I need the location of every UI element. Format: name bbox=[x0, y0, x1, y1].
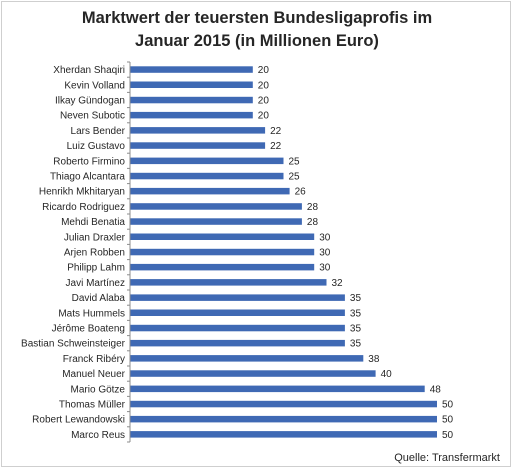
bar bbox=[130, 218, 302, 225]
category-label: Marco Reus bbox=[71, 430, 125, 441]
category-label: Julian Draxler bbox=[64, 232, 126, 243]
data-label: 30 bbox=[319, 263, 331, 274]
bar bbox=[130, 248, 315, 256]
category-label: Javi Martínez bbox=[66, 278, 125, 289]
bar bbox=[130, 172, 284, 180]
category-label: Bastian Schweinsteiger bbox=[21, 339, 126, 350]
bar bbox=[130, 157, 284, 165]
category-label: Lars Bender bbox=[71, 126, 126, 137]
chart-title-line-1: Marktwert der teuersten Bundesligaprofis… bbox=[81, 9, 433, 27]
bar bbox=[130, 294, 345, 301]
bar bbox=[130, 279, 327, 286]
bar bbox=[130, 355, 364, 362]
bar bbox=[130, 385, 425, 393]
category-label: Franck Ribéry bbox=[63, 354, 125, 365]
data-label: 30 bbox=[319, 232, 331, 243]
data-label: 35 bbox=[350, 308, 362, 319]
bar bbox=[130, 431, 437, 438]
bar bbox=[130, 263, 315, 271]
bar bbox=[130, 233, 315, 240]
data-label: 48 bbox=[430, 384, 442, 395]
category-label: Thomas Müller bbox=[59, 400, 126, 411]
category-label: Kevin Volland bbox=[64, 80, 125, 91]
data-label: 40 bbox=[381, 369, 393, 380]
category-label: Luiz Gustavo bbox=[67, 141, 126, 152]
bar bbox=[130, 203, 302, 210]
data-label: 20 bbox=[258, 96, 270, 107]
data-label: 30 bbox=[319, 248, 331, 259]
bar bbox=[130, 81, 253, 88]
data-label: 25 bbox=[289, 172, 301, 183]
data-label: 35 bbox=[350, 293, 362, 304]
data-label: 25 bbox=[289, 156, 301, 167]
source-note: Quelle: Transfermarkt bbox=[394, 452, 500, 464]
data-label: 28 bbox=[307, 202, 319, 213]
bar bbox=[130, 415, 437, 423]
data-label: 22 bbox=[270, 126, 282, 137]
bar bbox=[130, 309, 345, 316]
category-label: Henrikh Mkhitaryan bbox=[39, 187, 125, 198]
category-label: Xherdan Shaqiri bbox=[53, 65, 125, 76]
data-label: 50 bbox=[442, 415, 454, 426]
data-label: 20 bbox=[258, 111, 270, 122]
bar bbox=[130, 400, 437, 408]
chart-title: Marktwert der teuersten Bundesligaprofis… bbox=[0, 7, 514, 53]
data-label: 28 bbox=[307, 217, 319, 228]
data-label: 35 bbox=[350, 339, 362, 350]
bar bbox=[130, 127, 266, 134]
category-label: Thiago Alcantara bbox=[50, 172, 125, 183]
bar bbox=[130, 324, 345, 332]
data-label: 20 bbox=[258, 80, 270, 91]
category-label: Ricardo Rodriguez bbox=[42, 202, 125, 213]
bar bbox=[130, 142, 266, 149]
data-label: 35 bbox=[350, 324, 362, 335]
category-label: Ilkay Gündogan bbox=[55, 96, 125, 107]
category-label: Mats Hummels bbox=[58, 308, 125, 319]
category-label: Jérôme Boateng bbox=[52, 324, 125, 335]
category-label: Robert Lewandowski bbox=[32, 415, 125, 426]
data-label: 26 bbox=[295, 187, 307, 198]
data-label: 20 bbox=[258, 65, 270, 76]
chart-title-line-2: Januar 2015 (in Millionen Euro) bbox=[135, 32, 379, 50]
bar bbox=[130, 187, 290, 195]
bar bbox=[130, 339, 345, 347]
category-label: Neven Subotic bbox=[60, 111, 125, 122]
data-label: 32 bbox=[332, 278, 344, 289]
category-label: David Alaba bbox=[72, 293, 126, 304]
category-label: Arjen Robben bbox=[64, 248, 125, 259]
category-label: Philipp Lahm bbox=[67, 263, 125, 274]
bar bbox=[130, 111, 253, 119]
category-label: Mario Götze bbox=[71, 384, 126, 395]
data-label: 50 bbox=[442, 430, 454, 441]
category-label: Roberto Firmino bbox=[53, 156, 125, 167]
data-label: 22 bbox=[270, 141, 282, 152]
bar bbox=[130, 66, 253, 73]
data-label: 50 bbox=[442, 400, 454, 411]
category-label: Mehdi Benatia bbox=[61, 217, 125, 228]
bar bbox=[130, 370, 376, 377]
bar bbox=[130, 96, 253, 104]
category-label: Manuel Neuer bbox=[62, 369, 125, 380]
data-label: 38 bbox=[368, 354, 380, 365]
